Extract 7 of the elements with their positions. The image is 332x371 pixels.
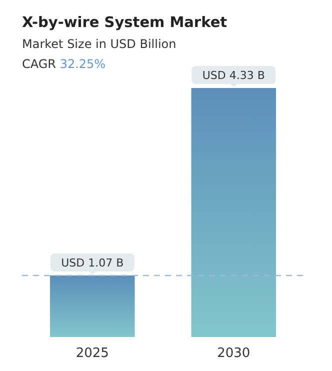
x-tick-label: 2025	[76, 346, 109, 361]
data-label: USD 1.07 B	[61, 256, 124, 270]
x-tick-label: 2030	[217, 346, 250, 361]
chart-title: X-by-wire System Market	[22, 15, 228, 31]
data-label: USD 4.33 B	[202, 69, 265, 82]
text: CAGR 32.25%	[22, 57, 106, 71]
chart-subtitle: Market Size in USD Billion	[22, 37, 176, 51]
